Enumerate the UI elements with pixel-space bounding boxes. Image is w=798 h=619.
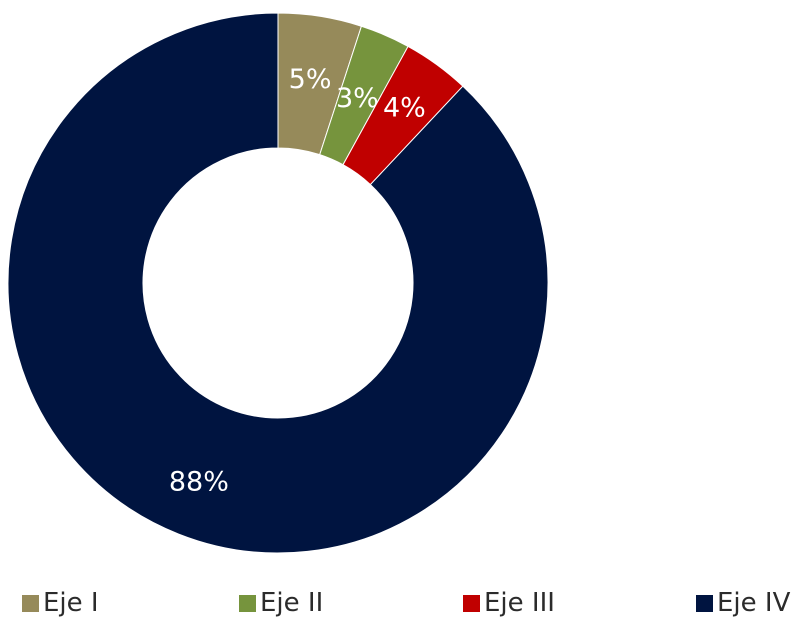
data-label-eje-ii: 3%: [336, 83, 379, 114]
donut-chart-plot: 5%3% 4% 88%: [7, 12, 549, 554]
legend-label-eje-iv: Eje IV: [717, 588, 791, 618]
data-label-eje-i: 5%: [289, 64, 332, 95]
legend-item-eje-iv: Eje IV: [696, 588, 790, 618]
data-label-eje-iii: 4%: [383, 93, 426, 124]
data-label-eje-iv: 88%: [169, 466, 229, 497]
legend-swatch-eje-i: [22, 594, 39, 612]
legend-label-eje-ii: Eje II: [260, 588, 324, 618]
legend-swatch-eje-ii: [239, 594, 256, 612]
legend-swatch-eje-iv: [696, 594, 713, 612]
legend-label-eje-iii: Eje III: [484, 588, 555, 618]
legend-item-eje-i: Eje I: [22, 588, 99, 618]
legend-item-eje-iii: Eje III: [463, 588, 555, 618]
chart-legend: Eje I Eje II Eje III Eje IV: [0, 588, 798, 618]
donut-slice-eje-iv: [7, 12, 549, 554]
legend-swatch-eje-iii: [463, 594, 480, 612]
legend-label-eje-i: Eje I: [43, 588, 99, 618]
legend-item-eje-ii: Eje II: [239, 588, 323, 618]
